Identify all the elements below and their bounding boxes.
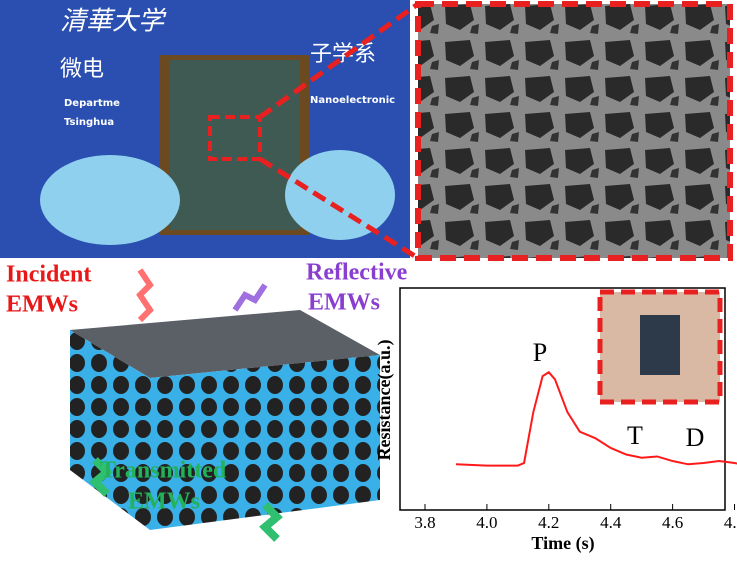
sensor (640, 315, 680, 375)
x-tick-label: 4.0 (476, 513, 497, 532)
x-tick-label: 3.8 (414, 513, 435, 532)
line (455, 370, 737, 467)
photo-text: Nanoelectronic (310, 95, 395, 106)
photo-text: 微电 (60, 57, 104, 82)
transmitted-wave (89, 457, 113, 497)
zoom-frame (415, 1, 733, 261)
x-tick-label: 4.6 (662, 513, 683, 532)
glove (285, 150, 395, 240)
plot-frame (399, 287, 726, 511)
sample (170, 60, 300, 230)
x-tick-label: 4.8 (724, 513, 737, 532)
label: Transmitted (100, 458, 227, 484)
photo-text: Tsinghua (64, 117, 114, 128)
foam-side (70, 330, 150, 530)
zoom-line (258, 156, 420, 261)
x-axis-label: Time (s) (531, 533, 594, 554)
label: Incident (6, 262, 91, 288)
photo-text: 清華大学 (60, 7, 167, 37)
annotation: T (627, 421, 643, 450)
x-tick-label: 4.2 (538, 513, 559, 532)
reflective-wave (232, 283, 268, 312)
label: EMWs (308, 290, 380, 316)
label: Reflective (306, 260, 408, 286)
transmitted-wave (259, 502, 283, 542)
label: EMWs (6, 292, 78, 318)
foam-front (150, 355, 380, 530)
foam-top (70, 310, 380, 378)
incident-wave (136, 268, 154, 323)
photo-text: Departme (64, 98, 120, 109)
photo-text: 子学系 (310, 42, 376, 67)
y-axis-label: Resistance(a.u.) (374, 340, 395, 461)
x-tick-label: 4.4 (600, 513, 622, 532)
chart: Time (s) Resistance(a.u.) 3.8 4.0 4.2 4.4 4.… (374, 287, 737, 554)
label: EMWs (128, 489, 200, 515)
zoom-box (208, 115, 262, 161)
annotation: P (533, 338, 547, 367)
zoom-line (258, 1, 420, 120)
annotation: D (686, 423, 705, 452)
sem-image (418, 4, 730, 258)
glove (40, 155, 180, 245)
